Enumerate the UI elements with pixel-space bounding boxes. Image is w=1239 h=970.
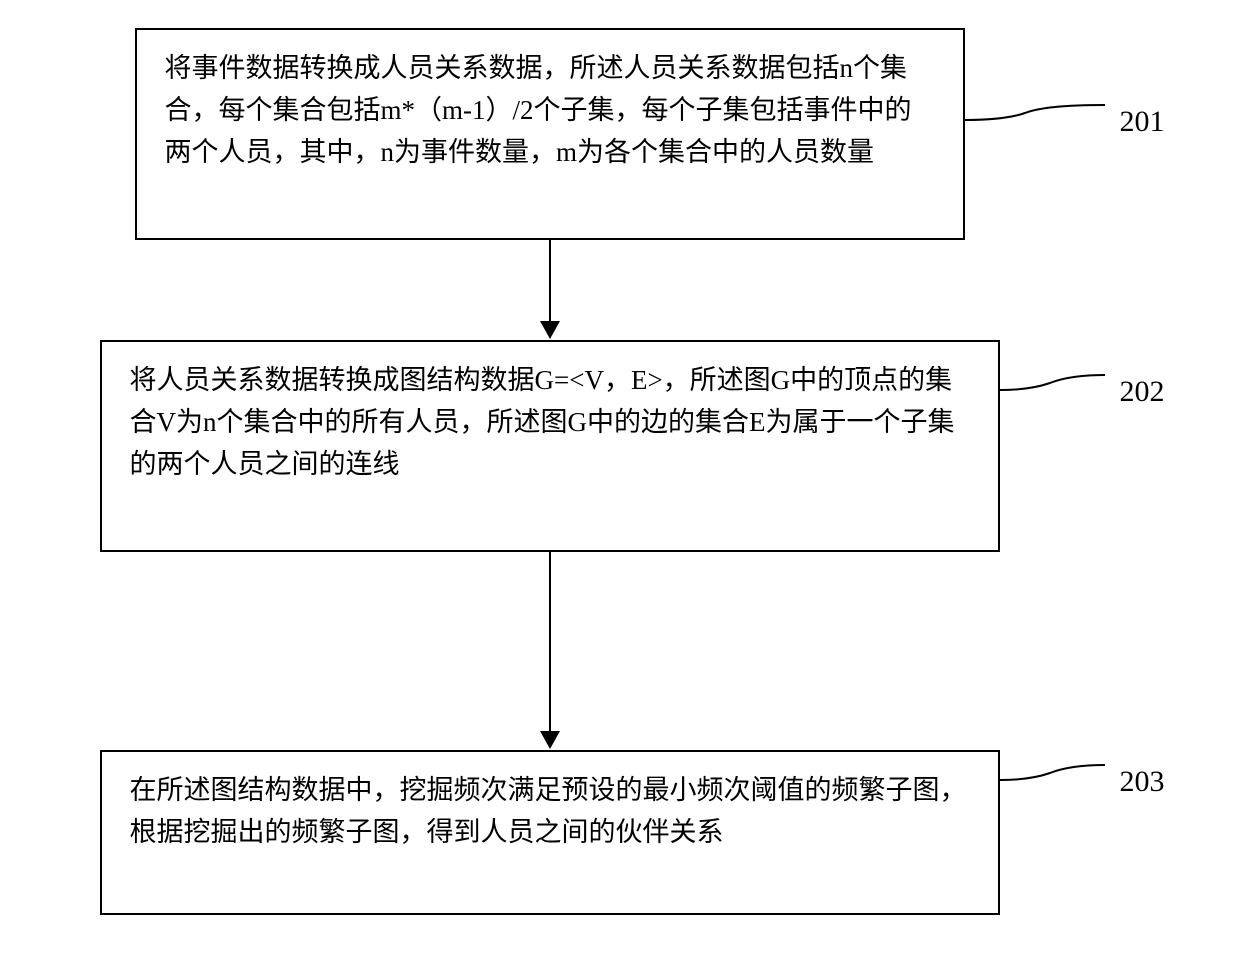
flowchart-container: 将事件数据转换成人员关系数据，所述人员关系数据包括n个集合，每个集合包括m*（m…	[70, 20, 1170, 950]
step-2-label: 202	[1120, 375, 1165, 409]
step-1-label: 201	[1120, 105, 1165, 139]
step-1-text: 将事件数据转换成人员关系数据，所述人员关系数据包括n个集合，每个集合包括m*（m…	[165, 53, 912, 167]
connector-3	[1000, 755, 1115, 795]
flowchart-step-1: 将事件数据转换成人员关系数据，所述人员关系数据包括n个集合，每个集合包括m*（m…	[135, 28, 965, 240]
step-2-text: 将人员关系数据转换成图结构数据G=<V，E>，所述图G中的顶点的集合V为n个集合…	[130, 365, 955, 479]
arrow-1-to-2	[540, 240, 560, 340]
step-3-label: 203	[1120, 765, 1165, 799]
flowchart-step-3: 在所述图结构数据中，挖掘频次满足预设的最小频次阈值的频繁子图，根据挖掘出的频繁子…	[100, 750, 1000, 915]
arrow-2-to-3	[540, 552, 560, 750]
step-3-text: 在所述图结构数据中，挖掘频次满足预设的最小频次阈值的频繁子图，根据挖掘出的频繁子…	[130, 775, 967, 847]
connector-1	[965, 95, 1115, 135]
connector-2	[1000, 365, 1115, 405]
flowchart-step-2: 将人员关系数据转换成图结构数据G=<V，E>，所述图G中的顶点的集合V为n个集合…	[100, 340, 1000, 552]
